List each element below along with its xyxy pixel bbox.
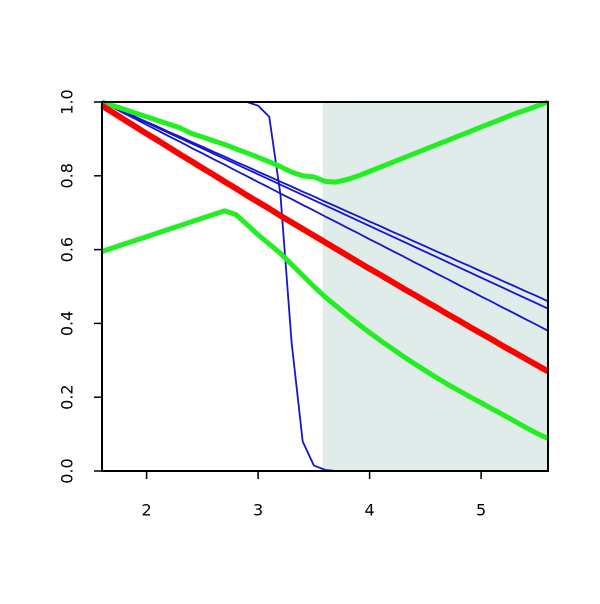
series-line [101,101,549,332]
y-tick-label: 0.8 [58,163,77,188]
y-tick-label: 0.4 [58,311,77,336]
y-tick-label: 0.0 [58,458,77,483]
x-tick-label: 2 [142,501,152,520]
shaded-region [322,102,548,471]
series-line [101,101,549,303]
series-line [101,99,549,185]
plot-frame [101,101,549,472]
series-line [101,101,549,310]
series-line [101,208,550,441]
series-line [100,103,550,374]
y-tick-label: 0.6 [58,237,77,262]
y-tick-label: 0.2 [58,384,77,409]
x-tick-label: 4 [365,501,375,520]
y-tick-label: 1.0 [58,89,77,114]
x-tick-label: 5 [476,501,486,520]
x-tick-label: 3 [253,501,263,520]
